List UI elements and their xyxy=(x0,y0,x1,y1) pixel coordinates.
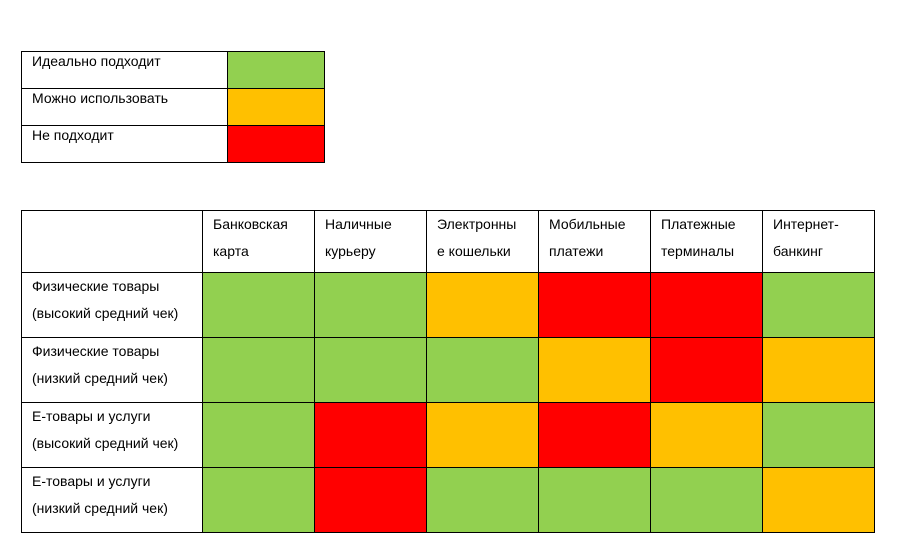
column-header-line: курьеру xyxy=(325,243,376,259)
rating-cell-red xyxy=(314,402,427,468)
column-header-mobile-payments: Мобильные платежи xyxy=(538,210,651,273)
column-header-line: Электронны xyxy=(437,216,517,232)
row-header-line: (высокий средний чек) xyxy=(32,305,179,321)
legend-label: Не подходит xyxy=(21,125,228,163)
rating-cell-green xyxy=(202,272,315,338)
row-header-line: (низкий средний чек) xyxy=(32,370,168,386)
table-row: Физические товары (высокий средний чек) xyxy=(21,272,875,338)
rating-cell-green xyxy=(762,272,875,338)
rating-cell-orange xyxy=(650,402,763,468)
column-header-line: банкинг xyxy=(773,243,823,259)
header-row: Банковская карта Наличные курьеру Электр… xyxy=(21,210,875,273)
column-header-line: платежи xyxy=(549,243,604,259)
rating-cell-green xyxy=(202,337,315,403)
rating-cell-green xyxy=(314,272,427,338)
rating-cell-red xyxy=(538,272,651,338)
rating-cell-green xyxy=(762,402,875,468)
row-header: Физические товары (высокий средний чек) xyxy=(21,272,203,338)
row-header-line: Е-товары и услуги xyxy=(32,408,151,424)
rating-cell-green xyxy=(202,402,315,468)
table-row: Е-товары и услуги (низкий средний чек) xyxy=(21,467,875,533)
legend-row: Не подходит xyxy=(21,125,325,163)
legend-table: Идеально подходит Можно использовать Не … xyxy=(21,51,325,163)
corner-cell xyxy=(21,210,203,273)
row-header-line: Физические товары xyxy=(32,278,160,294)
legend-swatch-green xyxy=(227,51,325,89)
rating-cell-red xyxy=(650,272,763,338)
row-header-line: Физические товары xyxy=(32,343,160,359)
rating-cell-orange xyxy=(538,337,651,403)
legend-swatch-red xyxy=(227,125,325,163)
column-header-cash-courier: Наличные курьеру xyxy=(314,210,427,273)
column-header-line: терминалы xyxy=(661,243,735,259)
rating-cell-green xyxy=(650,467,763,533)
legend-row: Можно использовать xyxy=(21,88,325,126)
rating-cell-green xyxy=(426,467,539,533)
column-header-e-wallets: Электронны е кошельки xyxy=(426,210,539,273)
column-header-line: Платежные xyxy=(661,216,736,232)
rating-cell-red xyxy=(650,337,763,403)
payment-suitability-matrix: Банковская карта Наличные курьеру Электр… xyxy=(21,210,875,533)
column-header-payment-terminals: Платежные терминалы xyxy=(650,210,763,273)
rating-cell-green xyxy=(314,337,427,403)
rating-cell-green xyxy=(538,467,651,533)
table-row: Физические товары (низкий средний чек) xyxy=(21,337,875,403)
column-header-internet-banking: Интернет- банкинг xyxy=(762,210,875,273)
column-header-bank-card: Банковская карта xyxy=(202,210,315,273)
column-header-line: е кошельки xyxy=(437,243,511,259)
column-header-line: Банковская xyxy=(213,216,288,232)
column-header-line: карта xyxy=(213,243,249,259)
row-header-line: (низкий средний чек) xyxy=(32,500,168,516)
rating-cell-orange xyxy=(426,272,539,338)
legend-swatch-orange xyxy=(227,88,325,126)
rating-cell-red xyxy=(314,467,427,533)
row-header: Физические товары (низкий средний чек) xyxy=(21,337,203,403)
rating-cell-red xyxy=(538,402,651,468)
legend-row: Идеально подходит xyxy=(21,51,325,89)
row-header: Е-товары и услуги (низкий средний чек) xyxy=(21,467,203,533)
rating-cell-orange xyxy=(762,467,875,533)
rating-cell-green xyxy=(426,337,539,403)
legend-label: Можно использовать xyxy=(21,88,228,126)
rating-cell-orange xyxy=(426,402,539,468)
row-header: Е-товары и услуги (высокий средний чек) xyxy=(21,402,203,468)
column-header-line: Мобильные xyxy=(549,216,626,232)
legend-label: Идеально подходит xyxy=(21,51,228,89)
column-header-line: Интернет- xyxy=(773,216,839,232)
row-header-line: (высокий средний чек) xyxy=(32,435,179,451)
column-header-line: Наличные xyxy=(325,216,392,232)
table-row: Е-товары и услуги (высокий средний чек) xyxy=(21,402,875,468)
rating-cell-green xyxy=(202,467,315,533)
rating-cell-orange xyxy=(762,337,875,403)
row-header-line: Е-товары и услуги xyxy=(32,473,151,489)
